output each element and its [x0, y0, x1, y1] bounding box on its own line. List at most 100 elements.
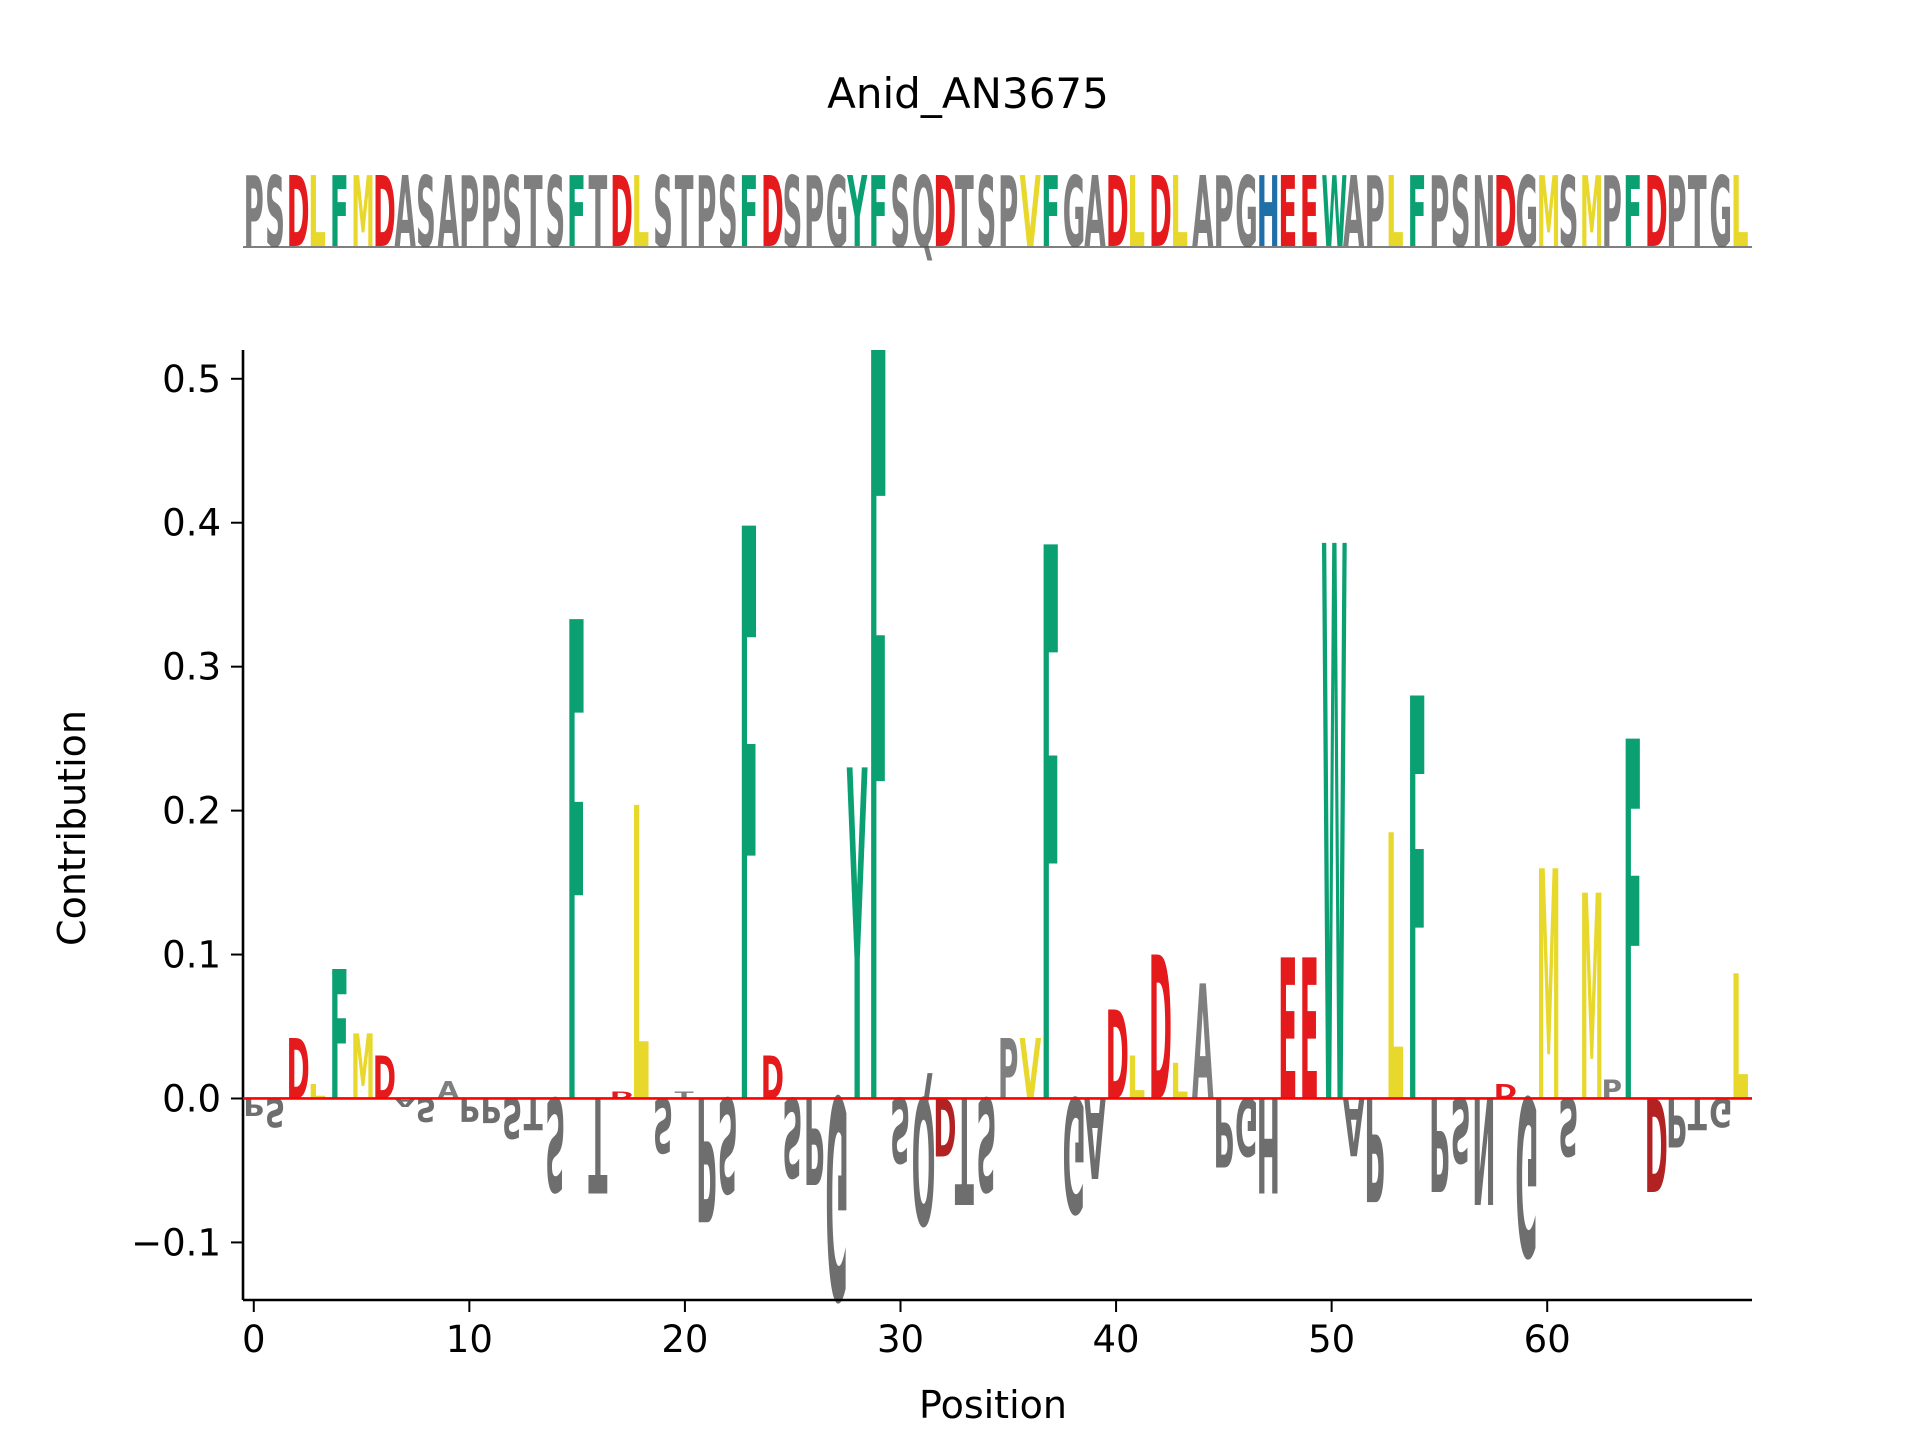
sequence-letter: A: [395, 156, 417, 269]
sequence-letter: S: [890, 156, 910, 269]
sequence-letter: T: [955, 156, 974, 269]
logo-letter-negative: P: [459, 1090, 480, 1127]
logo-letter-negative: G: [1709, 1088, 1732, 1134]
logo-letter: L: [1127, 1044, 1145, 1113]
logo-letter-negative: S: [416, 1090, 436, 1127]
x-tick-label: 0: [242, 1318, 266, 1361]
sequence-letter: S: [718, 156, 738, 269]
logo-letter: E: [1300, 919, 1319, 1144]
sequence-letter: G: [1709, 156, 1732, 269]
logo-plot-area: P S DL F MDA S A P P S T S F T DL S T P S F DS P GY F S QDT S P V F GA…: [243, 147, 1748, 1353]
logo-letter-negative: S: [718, 1067, 738, 1218]
logo-letter-negative: D: [933, 1080, 956, 1172]
sequence-letter: A: [1084, 156, 1106, 269]
sequence-letter: F: [1408, 156, 1427, 269]
x-tick-label: 50: [1308, 1318, 1355, 1361]
sequence-letter: N: [1472, 156, 1495, 269]
sequence-letter: D: [1645, 156, 1668, 269]
sequence-letter: L: [1386, 156, 1404, 269]
logo-letter-negative: S: [265, 1088, 285, 1134]
sequence-letter: T: [524, 156, 543, 269]
logo-letter-negative: S: [1558, 1080, 1578, 1172]
sequence-letter: G: [826, 156, 849, 269]
y-tick-label: 0.5: [162, 358, 221, 401]
sequence-letter: P: [696, 156, 716, 269]
sequence-letter: V: [1020, 156, 1042, 269]
logo-letter: T: [675, 1089, 695, 1101]
sequence-letter: L: [1731, 156, 1749, 269]
logo-letter: P: [1602, 1076, 1623, 1106]
sequence-letter: F: [1623, 156, 1642, 269]
logo-letter: D: [373, 1044, 396, 1113]
logo-letter-negative: T: [524, 1088, 543, 1139]
logo-letter: F: [330, 935, 349, 1142]
logo-letter: M: [351, 1018, 375, 1120]
sequence-letter: L: [1171, 156, 1189, 269]
logo-letter: A: [1192, 952, 1214, 1136]
logo-letter-negative: G: [1235, 1080, 1258, 1172]
logo-letter-negative: P: [1364, 1064, 1385, 1229]
logo-letter-negative: T: [955, 1064, 974, 1235]
sequence-letter: T: [589, 156, 608, 269]
logo-letter: F: [1407, 587, 1426, 1230]
sequence-letter: S: [502, 156, 522, 269]
logo-letter-negative: G: [825, 1032, 848, 1353]
sequence-letter: P: [1602, 156, 1622, 269]
y-tick-label: 0.1: [162, 934, 221, 977]
sequence-letter: P: [1666, 156, 1686, 269]
sequence-letter: P: [998, 156, 1018, 269]
sequence-letter: A: [438, 156, 460, 269]
y-tick-label: 0.0: [162, 1077, 221, 1120]
sequence-letter: A: [1192, 156, 1214, 269]
sequence-letter: G: [1235, 156, 1258, 269]
sequence-letter: S: [265, 156, 285, 269]
y-tick-label: 0.4: [162, 502, 221, 545]
logo-letter-negative: S: [890, 1077, 910, 1181]
sequence-letter: G: [1515, 156, 1538, 269]
logo-letter: M: [1537, 805, 1561, 1173]
sequence-letter: L: [632, 156, 650, 269]
sequence-letter: D: [1149, 156, 1172, 269]
logo-letter: P: [998, 1022, 1019, 1118]
sequence-letter: S: [1451, 156, 1471, 269]
sequence-letter: P: [804, 156, 824, 269]
logo-letter-negative: A: [1084, 1071, 1106, 1200]
sequence-letter: F: [330, 156, 349, 269]
logo-letter: D: [1494, 1080, 1517, 1104]
sequence-letter: D: [373, 156, 396, 269]
logo-letter: D: [287, 1022, 310, 1118]
sequence-letter: P: [244, 156, 264, 269]
logo-letter-negative: P: [243, 1092, 264, 1119]
x-tick-label: 40: [1093, 1318, 1140, 1361]
sequence-letter: T: [675, 156, 694, 269]
sequence-letter: P: [1365, 156, 1385, 269]
logo-letter-negative: G: [1063, 1061, 1086, 1245]
sequence-letter: D: [610, 156, 633, 269]
logo-letter-negative: S: [653, 1080, 673, 1167]
logo-letter-negative: N: [1472, 1064, 1495, 1235]
logo-letter-negative: P: [804, 1070, 825, 1208]
sequence-letter: F: [1041, 156, 1060, 269]
logo-letter: F: [1041, 393, 1060, 1278]
logo-letter-negative: Q: [912, 1057, 936, 1259]
sequence-letter: L: [308, 156, 326, 269]
sequence-letter: M: [351, 155, 374, 269]
x-tick-label: 10: [446, 1318, 493, 1361]
logo-letter-negative: P: [1666, 1082, 1687, 1160]
sequence-letter: D: [1494, 156, 1517, 269]
logo-letter: D: [610, 1089, 633, 1101]
logo-letter-negative: S: [502, 1085, 522, 1149]
logo-letter: F: [1623, 641, 1642, 1216]
logo-letter-negative: S: [782, 1072, 802, 1199]
sequence-letter: S: [1559, 156, 1579, 269]
logo-letter: M: [1580, 838, 1604, 1166]
logo-letter: D: [761, 1044, 784, 1113]
logo-letter: F: [869, 147, 888, 1342]
sequence-letter: S: [977, 156, 997, 269]
y-tick-label: 0.2: [162, 790, 221, 833]
y-axis-label: Contribution: [50, 710, 94, 946]
logo-letter-negative: T: [1688, 1088, 1707, 1139]
sequence-letter: M: [1537, 155, 1560, 269]
logo-letter: A: [437, 1077, 459, 1104]
